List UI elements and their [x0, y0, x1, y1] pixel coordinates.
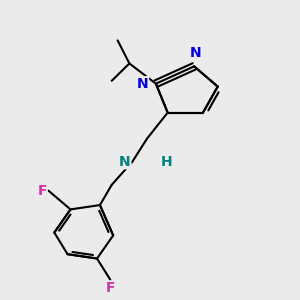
Text: F: F — [106, 281, 115, 295]
Text: F: F — [38, 184, 47, 198]
Text: N: N — [190, 46, 202, 60]
Text: H: H — [160, 155, 172, 169]
Text: N: N — [137, 77, 148, 91]
Text: N: N — [119, 155, 131, 169]
